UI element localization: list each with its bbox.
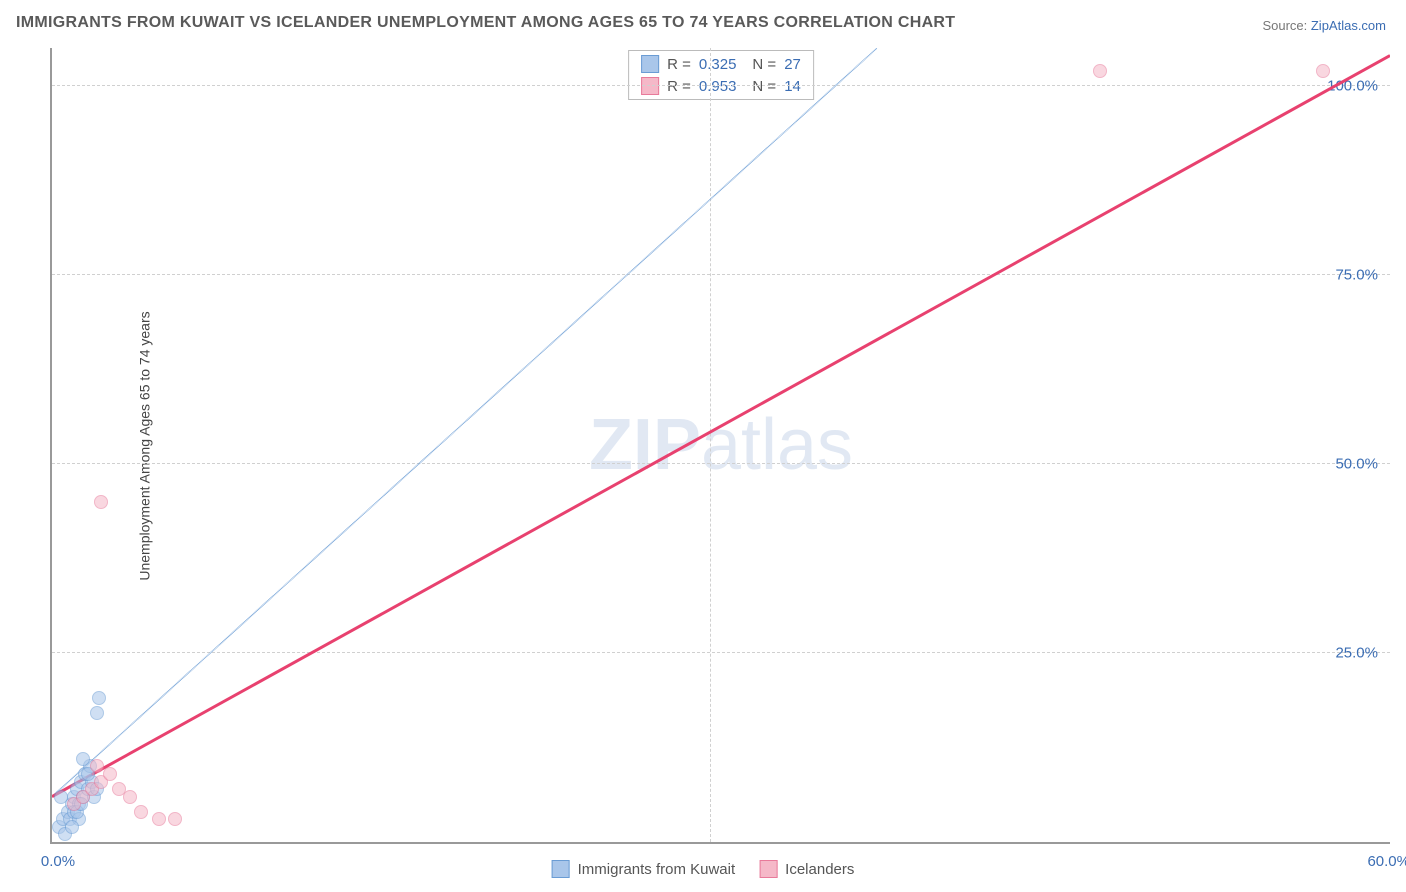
swatch-kuwait xyxy=(552,860,570,878)
legend-label-kuwait: Immigrants from Kuwait xyxy=(578,861,736,878)
chart-title: IMMIGRANTS FROM KUWAIT VS ICELANDER UNEM… xyxy=(16,14,955,32)
trend-line xyxy=(52,48,877,797)
legend-item-kuwait: Immigrants from Kuwait xyxy=(552,860,736,878)
data-point xyxy=(65,820,79,834)
trend-line xyxy=(52,56,1390,797)
data-point xyxy=(134,805,148,819)
data-point xyxy=(90,759,104,773)
chart-container: IMMIGRANTS FROM KUWAIT VS ICELANDER UNEM… xyxy=(0,0,1406,892)
data-point xyxy=(76,752,90,766)
swatch-iceland xyxy=(759,860,777,878)
data-point xyxy=(168,812,182,826)
data-point xyxy=(90,706,104,720)
data-point xyxy=(94,495,108,509)
legend-label-iceland: Icelanders xyxy=(785,861,854,878)
data-point xyxy=(92,691,106,705)
source-prefix: Source: xyxy=(1262,18,1310,33)
plot-area: ZIPatlas R = 0.325 N = 27 R = 0.953 N = … xyxy=(50,48,1390,844)
source-attribution: Source: ZipAtlas.com xyxy=(1262,18,1386,33)
data-point xyxy=(152,812,166,826)
data-point xyxy=(54,790,68,804)
data-point xyxy=(123,790,137,804)
source-link[interactable]: ZipAtlas.com xyxy=(1311,18,1386,33)
x-tick-max: 60.0% xyxy=(1367,853,1406,870)
data-point xyxy=(103,767,117,781)
data-point xyxy=(1316,64,1330,78)
legend-item-iceland: Icelanders xyxy=(759,860,854,878)
trend-overlay xyxy=(52,48,1390,842)
data-point xyxy=(1093,64,1107,78)
x-tick-min: 0.0% xyxy=(41,853,75,870)
series-legend: Immigrants from Kuwait Icelanders xyxy=(552,860,855,878)
